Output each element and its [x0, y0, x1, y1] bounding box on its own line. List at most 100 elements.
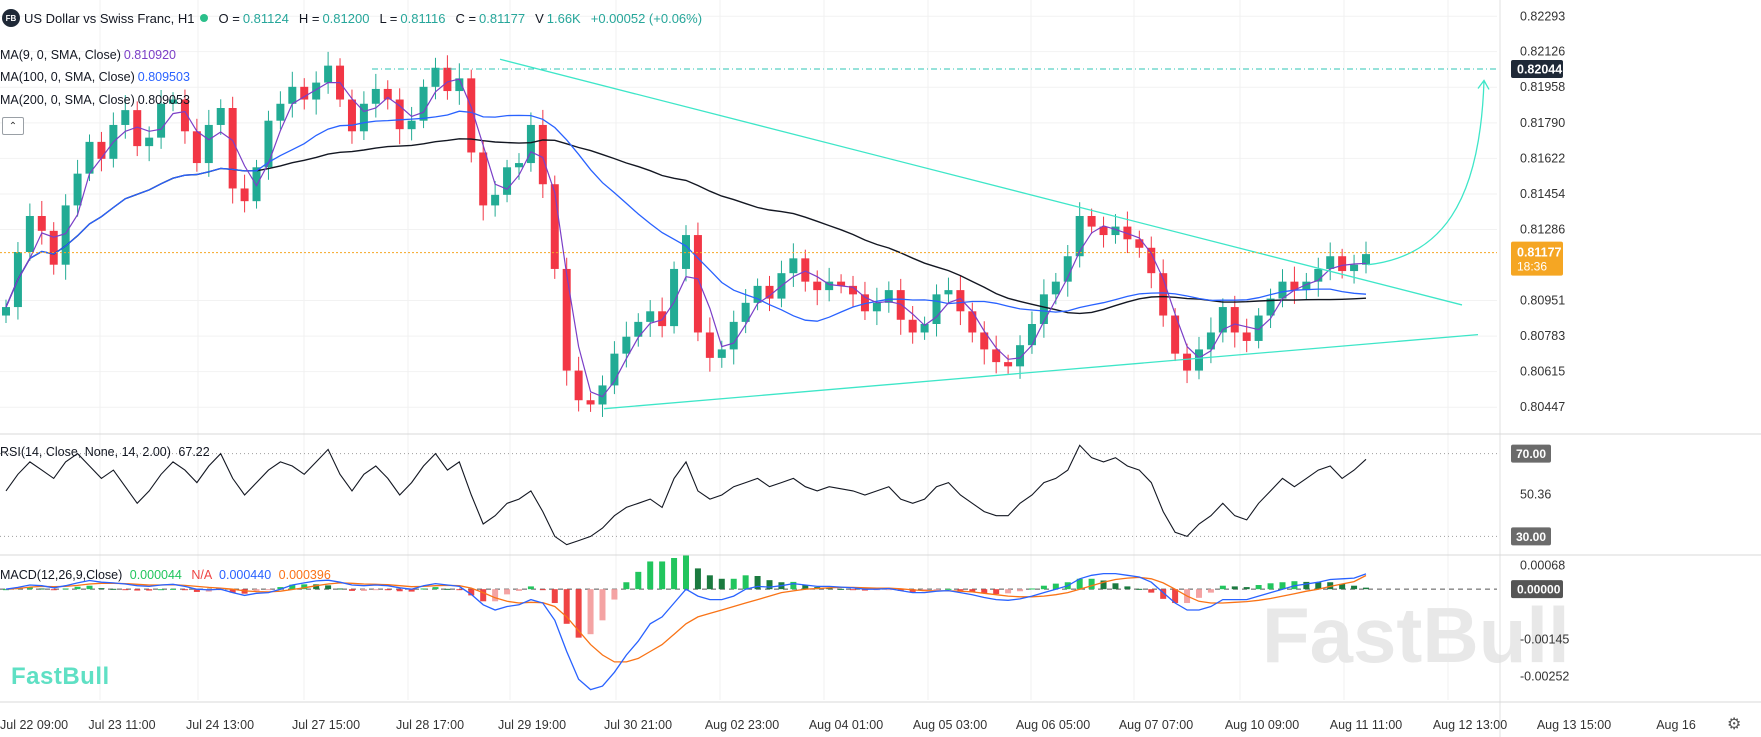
- candle-body: [741, 302, 750, 322]
- macd-histogram-bar: [1100, 580, 1107, 590]
- rsi-level-text: 70.00: [1516, 447, 1546, 461]
- symbol-title[interactable]: US Dollar vs Swiss Franc, H1: [24, 10, 195, 26]
- candle-body: [693, 235, 702, 333]
- candle-body: [312, 82, 321, 100]
- macd-histogram-bar: [730, 578, 737, 590]
- price-pane[interactable]: [0, 51, 1497, 417]
- macd-histogram-bar: [1148, 589, 1155, 593]
- rsi-level-text: 30.00: [1516, 530, 1546, 544]
- change-value: +0.00052 (+0.06%): [590, 10, 703, 26]
- candle-body: [133, 110, 142, 147]
- candle-body: [37, 216, 46, 231]
- x-tick-label: Aug 12 13:00: [1433, 718, 1507, 732]
- candle-body: [1111, 226, 1120, 236]
- candle-body: [562, 268, 571, 371]
- candle-body: [1302, 281, 1311, 291]
- macd-histogram-bar: [659, 561, 666, 590]
- candle-body: [932, 294, 941, 324]
- macd-histogram-bar: [1267, 583, 1274, 590]
- candle-body: [1230, 307, 1239, 333]
- candle-body: [1171, 315, 1180, 354]
- macd-histogram-bar: [348, 589, 355, 591]
- macd-tick-label: 0.00068: [1520, 559, 1565, 573]
- candle-body: [192, 131, 201, 164]
- open-value: O = 0.81124: [218, 10, 289, 26]
- ma9-legend[interactable]: MA(9, 0, SMA, Close) 0.810920: [0, 48, 177, 62]
- macd-histogram-bar: [1172, 589, 1179, 604]
- candle-body: [837, 281, 846, 286]
- macd-legend[interactable]: MACD(12,26,9,Close) 0.000044 N/A 0.00044…: [0, 568, 331, 582]
- candle-body: [1135, 239, 1144, 248]
- macd-histogram-bar: [1255, 585, 1262, 590]
- macd-zero-text: 0.00000: [1517, 583, 1561, 597]
- rsi-legend[interactable]: RSI(14, Close, None, 14, 2.00) 67.22: [0, 445, 210, 459]
- candle-body: [491, 194, 500, 206]
- resistance-price-text: 0.82044: [1517, 63, 1562, 77]
- macd-zero-tag: [1511, 580, 1563, 599]
- ma200-legend[interactable]: MA(200, 0, SMA, Close) 0.809053: [0, 93, 190, 107]
- live-status-dot: [200, 14, 209, 22]
- macd-histogram-bar: [1005, 589, 1012, 594]
- macd-histogram-bar: [885, 589, 892, 591]
- candle-body: [395, 99, 404, 130]
- low-value: L = 0.81116: [379, 10, 446, 26]
- y-tick-label: 0.80447: [1520, 400, 1565, 414]
- candle-body: [813, 281, 822, 291]
- ma100-legend[interactable]: MA(100, 0, SMA, Close) 0.809503: [0, 70, 190, 84]
- y-tick-label: 0.81790: [1520, 116, 1565, 130]
- rsi-pane[interactable]: [0, 444, 1497, 546]
- macd-histogram-bar: [1339, 583, 1346, 590]
- candle-body: [1063, 256, 1072, 282]
- macd-histogram-bar: [623, 582, 630, 590]
- macd-histogram-bar: [50, 589, 57, 591]
- macd-pane[interactable]: [0, 554, 1497, 691]
- candle-body: [753, 285, 762, 303]
- candle-body: [240, 188, 249, 202]
- macd-histogram-bar: [110, 588, 117, 590]
- macd-histogram-bar: [277, 587, 284, 590]
- candle-body: [765, 285, 774, 299]
- macd-histogram-bar: [611, 589, 618, 600]
- macd-histogram-bar: [1351, 585, 1358, 590]
- candle-body: [121, 110, 130, 125]
- candle-body: [849, 285, 858, 295]
- candle-body: [1314, 268, 1323, 282]
- macd-histogram-bar: [432, 587, 439, 590]
- candle-body: [1242, 332, 1251, 341]
- macd-histogram-bar: [1195, 589, 1202, 598]
- y-tick-label: 0.80783: [1520, 329, 1565, 343]
- macd-histogram-bar: [492, 589, 499, 602]
- macd-histogram-bar: [265, 589, 272, 591]
- macd-histogram-bar: [253, 589, 260, 591]
- macd-histogram-bar: [933, 589, 940, 591]
- rsi-tick-label: 50.36: [1520, 487, 1551, 501]
- chevron-up-icon[interactable]: ⌃: [2, 117, 24, 135]
- macd-histogram-bar: [301, 584, 308, 590]
- candle-body: [383, 88, 392, 100]
- macd-histogram-bar: [1112, 583, 1119, 590]
- macd-histogram-bar: [850, 589, 857, 591]
- candle-body: [1290, 281, 1299, 291]
- macd-histogram-bar: [134, 589, 141, 591]
- y-tick-label: 0.81622: [1520, 151, 1565, 165]
- x-tick-label: Aug 06 05:00: [1016, 718, 1090, 732]
- macd-histogram-bar: [1124, 586, 1131, 590]
- candle-body: [670, 268, 679, 327]
- macd-histogram-bar: [360, 589, 367, 591]
- candle-body: [622, 336, 631, 354]
- macd-histogram-bar: [444, 588, 451, 590]
- candle-body: [1362, 254, 1370, 265]
- macd-histogram-bar: [26, 587, 33, 590]
- candle-body: [980, 332, 989, 350]
- candle-body: [300, 86, 309, 100]
- x-tick-label: Aug 10 09:00: [1225, 718, 1299, 732]
- macd-histogram-bar: [1088, 578, 1095, 590]
- macd-histogram-bar: [98, 588, 105, 590]
- macd-tick-label: -0.00145: [1520, 632, 1569, 646]
- x-tick-label: Jul 29 19:00: [498, 718, 566, 732]
- macd-histogram-bar: [420, 588, 427, 590]
- candle-body: [228, 108, 237, 189]
- x-tick-label: Jul 27 15:00: [292, 718, 360, 732]
- gear-icon[interactable]: ⚙: [1727, 716, 1742, 733]
- macd-histogram-bar: [993, 589, 1000, 595]
